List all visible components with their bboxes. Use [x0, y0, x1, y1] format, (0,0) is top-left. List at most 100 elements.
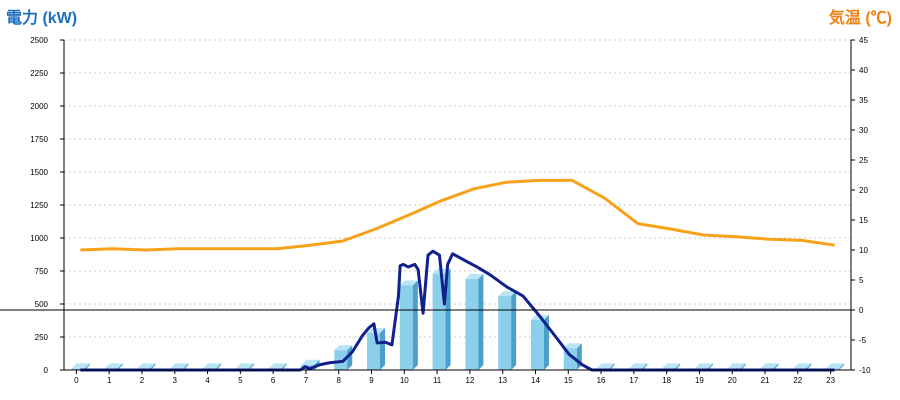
bar-top	[498, 291, 517, 297]
x-tick-label: 6	[271, 376, 276, 385]
bar-top	[727, 363, 746, 369]
bar-top	[793, 363, 812, 369]
bar-top	[694, 363, 713, 369]
x-tick-label: 21	[761, 376, 770, 385]
bar-hour-13	[498, 291, 517, 370]
x-tick-label: 14	[531, 376, 540, 385]
x-tick-label: 9	[369, 376, 374, 385]
x-tick-label: 20	[728, 376, 737, 385]
x-tick-label: 10	[400, 376, 409, 385]
bar-face	[530, 319, 544, 370]
power-axis-title: 電力 (kW)	[6, 10, 78, 27]
right-tick-label: 20	[859, 186, 868, 195]
power-line	[80, 249, 835, 372]
left-tick-label: 2000	[30, 102, 48, 111]
x-tick-label: 7	[304, 376, 309, 385]
x-tick-label: 12	[465, 376, 474, 385]
bar-top	[826, 363, 845, 369]
x-tick-label: 17	[629, 376, 638, 385]
bar-face	[71, 368, 85, 370]
x-tick-label: 5	[238, 376, 243, 385]
bar-hour-12	[465, 273, 484, 370]
bar-face	[399, 285, 413, 370]
bar-top	[465, 273, 484, 279]
x-tick-label: 22	[793, 376, 802, 385]
bar-side	[248, 363, 254, 370]
x-tick-label: 15	[564, 376, 573, 385]
x-tick-label: 19	[695, 376, 704, 385]
bar-top	[760, 363, 779, 369]
bar-side	[773, 363, 779, 370]
bar-hour-0	[71, 363, 90, 370]
bar-top	[334, 345, 353, 351]
left-tick-label: 750	[35, 267, 49, 276]
bar-side	[839, 363, 845, 370]
bar-top	[399, 280, 418, 286]
x-tick-label: 3	[173, 376, 178, 385]
left-tick-label: 0	[44, 366, 49, 375]
bar-top	[203, 363, 222, 369]
right-tick-label: 35	[859, 96, 868, 105]
left-tick-label: 1750	[30, 135, 48, 144]
x-tick-label: 8	[337, 376, 342, 385]
left-tick-label: 1250	[30, 201, 48, 210]
right-tick-label: 45	[859, 36, 868, 45]
bar-side	[412, 280, 418, 370]
right-tick-label: 0	[859, 306, 864, 315]
bar-side	[216, 363, 222, 370]
bar-face	[465, 278, 479, 370]
left-tick-label: 2250	[30, 69, 48, 78]
bar-side	[117, 363, 123, 370]
x-tick-label: 13	[498, 376, 507, 385]
x-tick-label: 1	[107, 376, 112, 385]
right-tick-label: 5	[859, 276, 864, 285]
bar-top	[268, 363, 287, 369]
bar-side	[806, 363, 812, 370]
left-tick-label: 500	[35, 300, 49, 309]
bar-top	[71, 363, 90, 369]
bar-side	[380, 328, 386, 370]
bar-hour-8	[334, 345, 353, 370]
right-tick-label: 30	[859, 126, 868, 135]
temperature-axis-title: 気温 (℃)	[828, 10, 892, 27]
x-tick-label: 11	[433, 376, 442, 385]
bar-face	[334, 350, 348, 370]
left-tick-label: 250	[35, 333, 49, 342]
x-tick-label: 16	[597, 376, 606, 385]
bar-side	[478, 273, 484, 370]
left-tick-label: 1500	[30, 168, 48, 177]
right-tick-label: 10	[859, 246, 868, 255]
bar-hour-10	[399, 280, 418, 370]
bar-face	[498, 296, 512, 370]
bar-side	[740, 363, 746, 370]
left-tick-label: 2500	[30, 36, 48, 45]
x-tick-label: 2	[140, 376, 145, 385]
bar-side	[642, 363, 648, 370]
bar-face	[367, 333, 381, 370]
right-tick-label: -10	[859, 366, 871, 375]
bar-top	[301, 359, 320, 365]
bar-top	[662, 363, 681, 369]
x-tick-label: 23	[826, 376, 835, 385]
bar-top	[235, 363, 254, 369]
bar-side	[675, 363, 681, 370]
bar-top	[629, 363, 648, 369]
bar-side	[281, 363, 287, 370]
bar-side	[707, 363, 713, 370]
bar-side	[445, 268, 451, 370]
right-tick-label: 40	[859, 66, 868, 75]
right-tick-label: 15	[859, 216, 868, 225]
left-tick-label: 1000	[30, 234, 48, 243]
bar-top	[137, 363, 156, 369]
bar-top	[104, 363, 123, 369]
right-tick-label: -5	[859, 336, 867, 345]
bar-side	[511, 291, 517, 370]
bar-top	[596, 363, 615, 369]
x-tick-label: 18	[662, 376, 671, 385]
right-tick-label: 25	[859, 156, 868, 165]
bar-top	[563, 343, 582, 349]
bar-side	[183, 363, 189, 370]
bar-side	[150, 363, 156, 370]
x-tick-label: 4	[205, 376, 210, 385]
